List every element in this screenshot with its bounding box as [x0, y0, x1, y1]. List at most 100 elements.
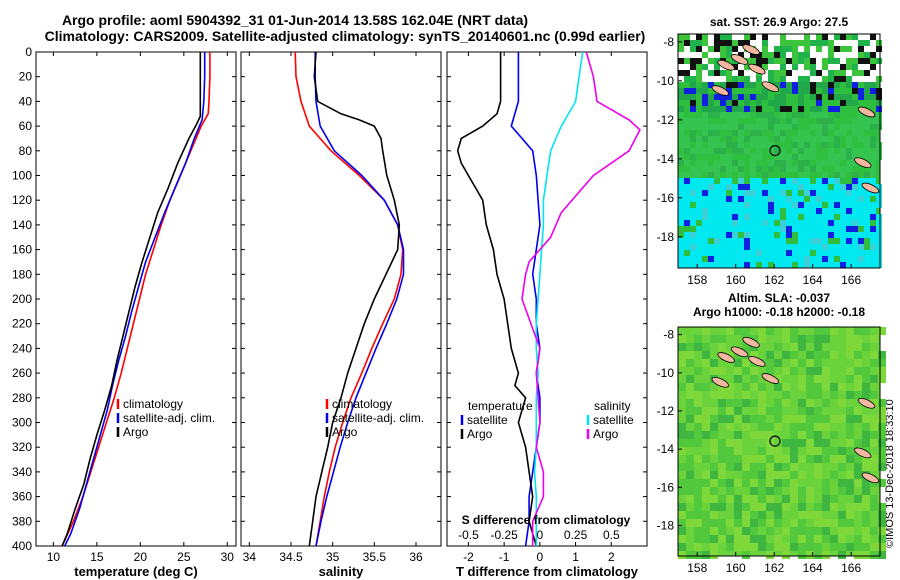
map-cell	[822, 335, 830, 343]
map-cell	[846, 94, 852, 100]
map-cell	[790, 431, 798, 439]
map-cell	[840, 76, 846, 82]
map-cell	[718, 495, 726, 503]
map-cell	[696, 262, 702, 268]
map-cell	[678, 172, 684, 178]
map-cell	[766, 407, 774, 415]
map-cell	[726, 479, 734, 487]
map-cell	[810, 220, 816, 226]
map-cell	[774, 214, 780, 220]
map-cell	[862, 527, 870, 535]
map-cell	[738, 220, 744, 226]
map-cell	[684, 202, 690, 208]
map-cell	[774, 46, 780, 52]
map-x-tick-label: 162	[764, 273, 784, 287]
map-cell	[732, 118, 738, 124]
map-cell	[684, 64, 690, 70]
map-cell	[806, 335, 814, 343]
map-cell	[738, 40, 744, 46]
x-tick-label: 34	[243, 550, 257, 564]
map-cell	[790, 423, 798, 431]
map-cell	[774, 375, 782, 383]
argo-float-marker	[769, 435, 781, 447]
map-cell	[726, 40, 732, 46]
map-cell	[854, 439, 862, 447]
map-cell	[834, 232, 840, 238]
map-cell	[822, 399, 830, 407]
map-cell	[690, 220, 696, 226]
map-cell	[696, 118, 702, 124]
map-cell	[678, 142, 684, 148]
map-cell	[768, 118, 774, 124]
map-cell	[774, 543, 782, 551]
map-cell	[738, 244, 744, 250]
map-cell	[710, 367, 718, 375]
map-cell	[720, 190, 726, 196]
map-cell	[846, 40, 852, 46]
map-cell	[720, 184, 726, 190]
map-cell	[750, 184, 756, 190]
x-tick-label: 36	[409, 550, 423, 564]
map-cell	[798, 58, 804, 64]
map-cell	[852, 130, 858, 136]
map-x-tick-label: 164	[803, 273, 823, 287]
map-cell	[792, 250, 798, 256]
map-cell	[864, 250, 870, 256]
map-cell	[762, 124, 768, 130]
map-cell	[830, 535, 838, 543]
map-cell	[696, 58, 702, 64]
map-cell	[678, 238, 684, 244]
map-cell	[774, 178, 780, 184]
profile-panel-2: 34 34.5 35 35.5 36salinityclimatologysatelli…	[240, 51, 442, 579]
map-cell	[726, 76, 732, 82]
map-cell	[684, 94, 690, 100]
map-cell	[804, 40, 810, 46]
map-cell	[708, 208, 714, 214]
map-cell	[854, 503, 862, 511]
map-cell	[782, 367, 790, 375]
map-cell	[714, 130, 720, 136]
map-cell	[786, 208, 792, 214]
map-cell	[720, 214, 726, 220]
map-cell	[780, 40, 786, 46]
map-cell	[822, 184, 828, 190]
map-cell	[750, 543, 758, 551]
map-cell	[858, 130, 864, 136]
map-cell	[846, 70, 852, 76]
map-cell	[814, 375, 822, 383]
map-cell	[834, 226, 840, 232]
map-cell	[742, 423, 750, 431]
map-cell	[822, 112, 828, 118]
map-cell	[864, 208, 870, 214]
map-cell	[774, 76, 780, 82]
x-axis-label: salinity	[319, 564, 365, 579]
map-cell	[758, 327, 766, 335]
map-cell	[828, 70, 834, 76]
map-cell	[744, 250, 750, 256]
map-cell	[696, 208, 702, 214]
map-cell	[822, 214, 828, 220]
map-cell	[710, 519, 718, 527]
map-cell	[790, 543, 798, 551]
map-cell	[762, 88, 768, 94]
map-cell	[782, 551, 790, 559]
map-cell	[742, 383, 750, 391]
map-cell	[846, 46, 852, 52]
map-cell	[702, 166, 708, 172]
map-cell	[870, 391, 878, 399]
map-cell	[798, 256, 804, 262]
map-cell	[750, 495, 758, 503]
map-cell	[870, 52, 876, 58]
map-cell	[756, 256, 762, 262]
map-cell	[762, 172, 768, 178]
map-cell	[708, 142, 714, 148]
map-cell	[862, 343, 870, 351]
map-cell	[734, 527, 742, 535]
map-cell	[696, 142, 702, 148]
island-shape	[857, 397, 876, 409]
map-cell	[780, 100, 786, 106]
map-cell	[766, 471, 774, 479]
map-cell	[814, 415, 822, 423]
map-cell	[768, 40, 774, 46]
map-cell	[774, 511, 782, 519]
